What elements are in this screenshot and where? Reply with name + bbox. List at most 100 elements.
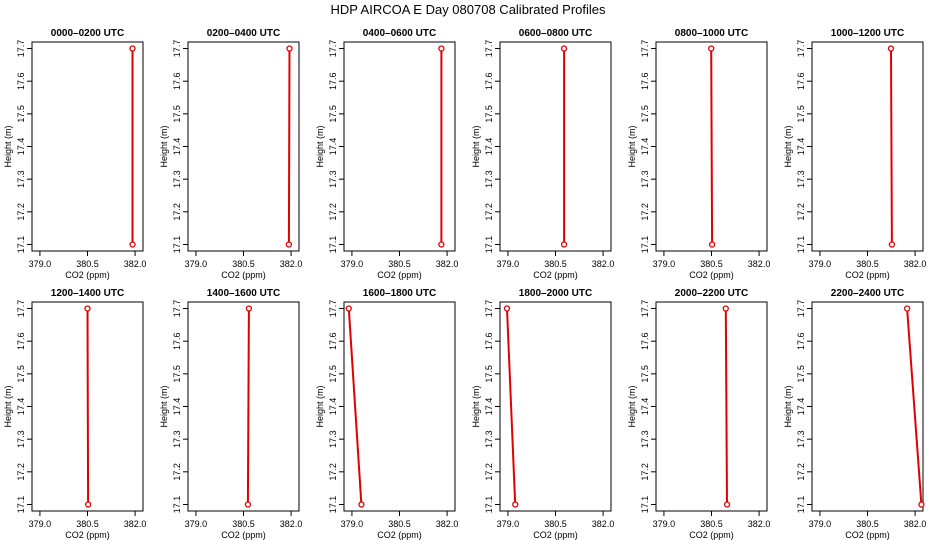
plot-frame xyxy=(499,301,612,512)
y-tick-label: 17.2 xyxy=(172,203,182,221)
x-axis-label: CO2 (ppm) xyxy=(689,270,734,280)
profile-point xyxy=(503,305,511,312)
panel-title: 2200–2400 UTC xyxy=(831,288,904,299)
y-tick-label: 17.4 xyxy=(328,138,338,156)
profile-point xyxy=(722,305,729,312)
y-tick-label: 17.2 xyxy=(16,203,26,221)
y-axis-label: Height (m) xyxy=(315,385,325,427)
y-tick-label: 17.3 xyxy=(484,170,494,188)
profile-line xyxy=(506,308,517,505)
y-tick-label: 17.6 xyxy=(484,72,494,90)
x-tick-label: 382.0 xyxy=(436,259,459,269)
x-tick-label: 380.5 xyxy=(856,519,879,529)
x-axis-label: CO2 (ppm) xyxy=(533,530,578,540)
x-tick-label: 379.0 xyxy=(29,519,52,529)
x-axis-label: CO2 (ppm) xyxy=(65,530,110,540)
profile-line xyxy=(906,308,923,505)
x-tick-label: 382.0 xyxy=(280,519,303,529)
y-tick-label: 17.7 xyxy=(796,300,806,318)
panel-title: 0200–0400 UTC xyxy=(207,28,280,39)
x-tick-label: 380.5 xyxy=(76,519,99,529)
profile-line xyxy=(287,48,291,245)
profile-point xyxy=(345,305,352,312)
profile-point xyxy=(708,241,716,248)
y-tick-label: 17.1 xyxy=(484,496,494,514)
panel-title: 1400–1600 UTC xyxy=(207,288,280,299)
x-tick-label: 380.5 xyxy=(544,259,567,269)
y-axis-label: Height (m) xyxy=(471,385,481,427)
y-axis-label: Height (m) xyxy=(783,385,793,427)
y-tick-label: 17.4 xyxy=(16,138,26,156)
y-tick-label: 17.2 xyxy=(484,463,494,481)
panel-title: 1600–1800 UTC xyxy=(363,288,436,299)
profile-point xyxy=(918,501,925,508)
profile-point xyxy=(84,501,92,508)
profile-line xyxy=(347,308,363,505)
y-tick-label: 17.3 xyxy=(796,170,806,188)
x-tick-label: 382.0 xyxy=(280,259,303,269)
x-tick-label: 380.5 xyxy=(700,259,723,269)
y-tick-label: 17.4 xyxy=(484,398,494,416)
profile-point xyxy=(887,45,895,52)
x-tick-label: 380.5 xyxy=(232,259,255,269)
y-tick-label: 17.7 xyxy=(640,40,650,58)
x-axis-label: CO2 (ppm) xyxy=(845,270,890,280)
panel-title: 0400–0600 UTC xyxy=(363,28,436,39)
y-tick-label: 17.2 xyxy=(796,203,806,221)
y-axis-label: Height (m) xyxy=(3,385,13,427)
y-tick-label: 17.6 xyxy=(796,72,806,90)
y-tick-label: 17.6 xyxy=(640,72,650,90)
profile-point xyxy=(708,45,715,52)
y-tick-label: 17.2 xyxy=(328,463,338,481)
y-axis-label: Height (m) xyxy=(471,125,481,167)
y-tick-label: 17.6 xyxy=(328,332,338,350)
y-tick-label: 17.7 xyxy=(796,40,806,58)
panel-title: 0800–1000 UTC xyxy=(675,28,748,39)
profile-line xyxy=(246,308,250,505)
x-tick-label: 382.0 xyxy=(124,519,147,529)
x-tick-label: 382.0 xyxy=(904,519,927,529)
x-tick-label: 379.0 xyxy=(29,259,52,269)
x-tick-label: 379.0 xyxy=(809,259,832,269)
y-axis-label: Height (m) xyxy=(159,125,169,167)
y-tick-label: 17.1 xyxy=(172,236,182,254)
y-tick-label: 17.5 xyxy=(484,105,494,123)
x-tick-label: 382.0 xyxy=(124,259,147,269)
x-tick-label: 379.0 xyxy=(497,259,520,269)
y-tick-label: 17.6 xyxy=(640,332,650,350)
y-tick-label: 17.2 xyxy=(640,463,650,481)
y-tick-label: 17.7 xyxy=(484,300,494,318)
y-tick-label: 17.6 xyxy=(484,332,494,350)
y-tick-label: 17.5 xyxy=(640,365,650,383)
x-axis-label: CO2 (ppm) xyxy=(221,530,266,540)
y-tick-label: 17.6 xyxy=(172,72,182,90)
y-tick-label: 17.5 xyxy=(796,365,806,383)
profile-line xyxy=(724,308,728,505)
x-tick-label: 379.0 xyxy=(185,519,208,529)
profile-point xyxy=(245,305,253,312)
x-tick-label: 382.0 xyxy=(748,259,771,269)
panel-title: 1000–1200 UTC xyxy=(831,28,904,39)
x-tick-label: 382.0 xyxy=(748,519,771,529)
x-tick-label: 382.0 xyxy=(592,259,615,269)
y-tick-label: 17.5 xyxy=(484,365,494,383)
plot-frame xyxy=(343,41,456,252)
y-tick-label: 17.2 xyxy=(16,463,26,481)
y-tick-label: 17.5 xyxy=(328,105,338,123)
plot-frame xyxy=(811,301,924,512)
plot-frame xyxy=(31,41,144,252)
x-tick-label: 379.0 xyxy=(809,519,832,529)
x-tick-label: 382.0 xyxy=(436,519,459,529)
y-tick-label: 17.7 xyxy=(172,40,182,58)
y-tick-label: 17.5 xyxy=(16,105,26,123)
x-axis-label: CO2 (ppm) xyxy=(845,530,890,540)
plot-frame xyxy=(499,41,612,252)
x-tick-label: 380.5 xyxy=(76,259,99,269)
y-tick-label: 17.4 xyxy=(640,138,650,156)
y-axis-label: Height (m) xyxy=(783,125,793,167)
y-axis-label: Height (m) xyxy=(627,385,637,427)
profile-point xyxy=(286,45,293,52)
y-tick-label: 17.1 xyxy=(328,236,338,254)
x-axis-label: CO2 (ppm) xyxy=(221,270,266,280)
